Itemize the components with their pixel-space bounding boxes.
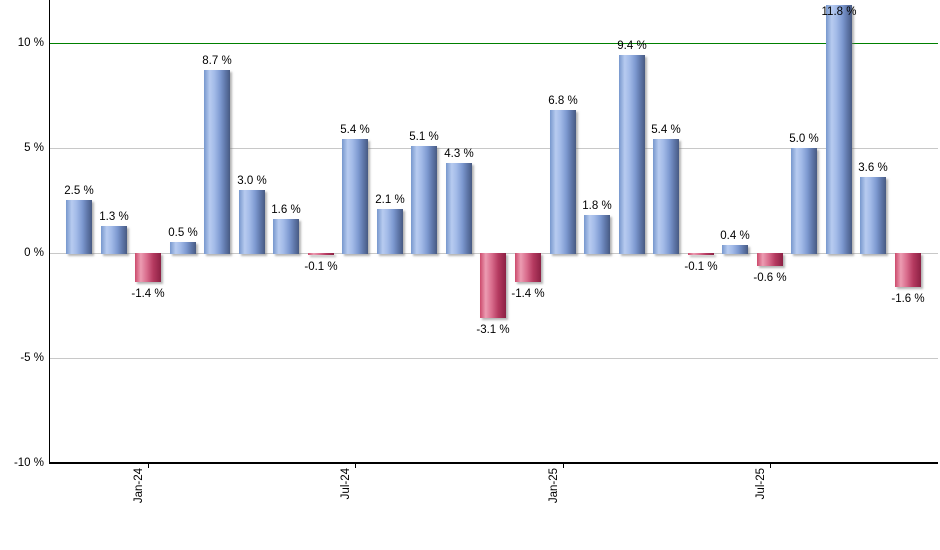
bar-value-label: -3.1 % — [476, 324, 510, 336]
bar-positive — [377, 209, 403, 254]
bar-value-label: 2.5 % — [64, 185, 94, 197]
bar-value-label: 5.4 % — [651, 124, 681, 136]
bar-negative — [515, 253, 541, 282]
bar-positive — [239, 190, 265, 254]
y-tick-label: 0 % — [24, 247, 44, 259]
bar-value-label: 1.6 % — [271, 204, 301, 216]
reference-line-10pct — [49, 43, 938, 44]
bar-value-label: 5.1 % — [409, 131, 439, 143]
bar-value-label: 0.5 % — [168, 227, 198, 239]
bar-value-label: 5.4 % — [340, 124, 370, 136]
x-axis-tick — [148, 463, 149, 468]
bar-value-label: 4.3 % — [444, 148, 474, 160]
gridline — [49, 148, 938, 149]
y-tick-label: 10 % — [17, 37, 44, 49]
gridline — [49, 358, 938, 359]
bar-value-label: 5.0 % — [789, 133, 819, 145]
bar-positive — [550, 110, 576, 254]
bar-value-label: -0.6 % — [753, 272, 787, 284]
bar-positive — [619, 55, 645, 254]
bar-positive — [791, 148, 817, 254]
bar-value-label: 0.4 % — [720, 230, 750, 242]
y-tick-label: -10 % — [13, 457, 44, 469]
bar-value-label: -1.6 % — [891, 293, 925, 305]
x-axis-tick — [355, 463, 356, 468]
bar-value-label: 6.8 % — [548, 95, 578, 107]
bar-negative — [308, 253, 334, 255]
y-tick-label: -5 % — [20, 352, 44, 364]
y-axis-line — [49, 0, 50, 463]
bar-positive — [204, 70, 230, 254]
bar-positive — [411, 146, 437, 254]
x-tick-label: Jan-25 — [548, 468, 560, 504]
bar-positive — [170, 242, 196, 254]
x-tick-label: Jul-25 — [755, 468, 767, 500]
bar-value-label: -1.4 % — [511, 288, 545, 300]
bar-negative — [480, 253, 506, 318]
x-tick-label: Jul-24 — [340, 468, 352, 500]
bar-positive — [446, 163, 472, 254]
bar-positive — [342, 139, 368, 254]
bar-value-label: 9.4 % — [617, 40, 647, 52]
bar-positive — [722, 245, 748, 254]
bar-value-label: 8.7 % — [202, 55, 232, 67]
bar-negative — [757, 253, 783, 266]
bar-value-label: 1.3 % — [99, 211, 129, 223]
bar-positive — [66, 200, 92, 254]
bar-value-label: -0.1 % — [684, 261, 718, 273]
bar-positive — [101, 226, 127, 254]
bar-negative — [688, 253, 714, 255]
bar-value-label: 2.1 % — [375, 194, 405, 206]
bar-negative — [895, 253, 921, 287]
bar-positive — [584, 215, 610, 254]
bar-positive — [273, 219, 299, 254]
y-tick-label: 5 % — [24, 142, 44, 154]
bar-value-label: 1.8 % — [582, 200, 612, 212]
x-axis-line — [49, 462, 938, 464]
bar-negative — [135, 253, 161, 282]
bar-positive — [826, 5, 852, 254]
bar-value-label: -1.4 % — [131, 288, 165, 300]
x-tick-label: Jan-24 — [133, 468, 145, 504]
x-axis-tick — [563, 463, 564, 468]
bar-positive — [860, 177, 886, 254]
bar-value-label: 3.0 % — [237, 175, 267, 187]
bar-value-label: -0.1 % — [304, 261, 338, 273]
bar-value-label: 11.8 % — [821, 6, 857, 18]
x-axis-tick — [770, 463, 771, 468]
bar-value-label: 3.6 % — [858, 162, 888, 174]
bar-positive — [653, 139, 679, 254]
